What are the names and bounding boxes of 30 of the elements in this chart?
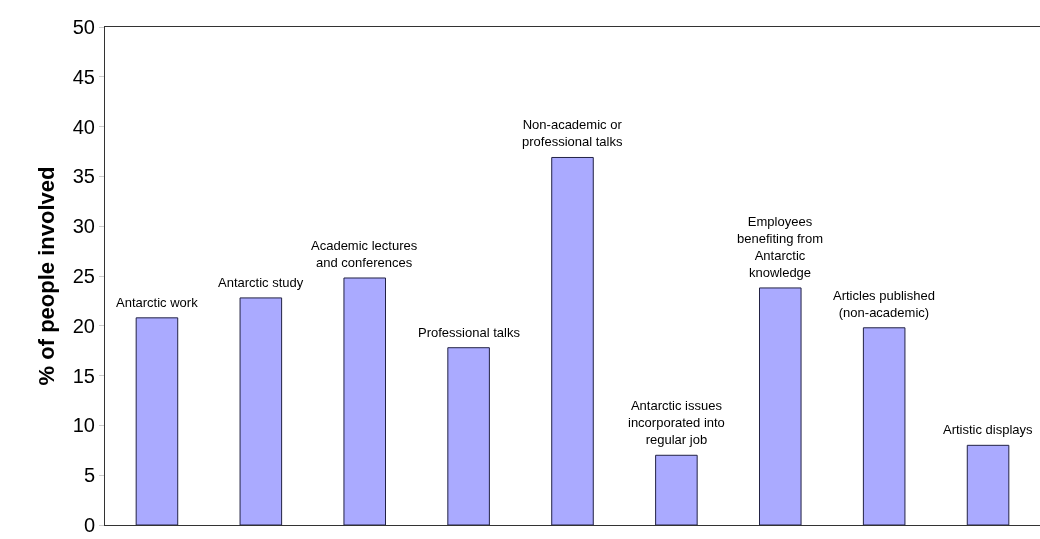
x-tick-label: Antarctic study	[218, 275, 304, 290]
y-tick-label: 20	[72, 314, 95, 337]
y-tick-label: 40	[72, 115, 95, 138]
bar	[759, 287, 802, 525]
y-axis-title: % of people involved	[33, 166, 59, 386]
y-tick-label: 15	[72, 364, 95, 387]
bar	[239, 297, 283, 525]
bar	[447, 347, 490, 525]
bar	[135, 317, 179, 525]
x-tick-label: Articles published (non-academic)	[833, 288, 935, 320]
y-tick-label: 30	[72, 215, 95, 238]
bar	[343, 277, 386, 525]
y-tick-label: 50	[72, 16, 95, 38]
y-tick-label: 10	[72, 414, 95, 437]
x-tick-label: Professional talks	[418, 325, 521, 340]
x-tick-label: Artistic displays	[943, 422, 1034, 437]
y-tick-label: 0	[83, 514, 95, 536]
x-tick-label: Antarctic work	[116, 295, 199, 310]
bar	[862, 327, 906, 525]
y-tick-label: 35	[72, 165, 95, 188]
y-tick-label: 45	[72, 65, 95, 88]
bar	[966, 444, 1010, 525]
x-tick-label: Antarctic issues incorporated into regular job	[628, 398, 725, 447]
x-tick-label: Non-academic or professional talks	[522, 117, 623, 149]
x-tick-label: Academic lectures and conferences	[311, 238, 418, 270]
x-tick-label: Employees benefiting from Antarctic knowledge	[737, 214, 823, 280]
bar	[551, 156, 594, 525]
y-tick-label: 25	[72, 265, 95, 287]
bar	[655, 454, 698, 525]
y-tick-label: 5	[83, 464, 95, 487]
